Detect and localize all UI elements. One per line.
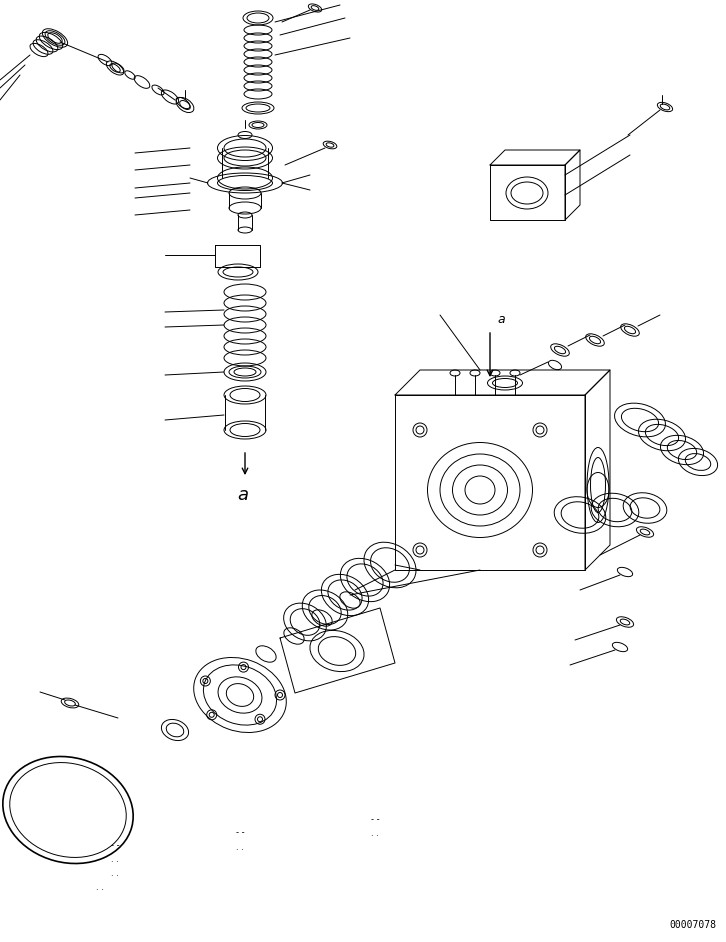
Text: . .: . . [371, 829, 379, 838]
Text: - -: - - [110, 841, 119, 850]
Ellipse shape [194, 658, 286, 733]
Polygon shape [585, 370, 610, 570]
Text: - -: - - [371, 815, 379, 824]
Polygon shape [280, 608, 395, 693]
Text: . .: . . [111, 855, 119, 864]
Polygon shape [395, 370, 610, 395]
Text: - -: - - [236, 828, 245, 837]
Text: a: a [497, 313, 505, 326]
Text: 00007078: 00007078 [669, 920, 716, 930]
Ellipse shape [506, 177, 548, 209]
Text: a: a [237, 486, 248, 504]
Text: . .: . . [111, 869, 119, 878]
Ellipse shape [428, 443, 532, 538]
Text: . .: . . [236, 843, 244, 852]
Polygon shape [395, 395, 585, 570]
Text: . .: . . [96, 883, 104, 892]
Polygon shape [490, 165, 565, 220]
